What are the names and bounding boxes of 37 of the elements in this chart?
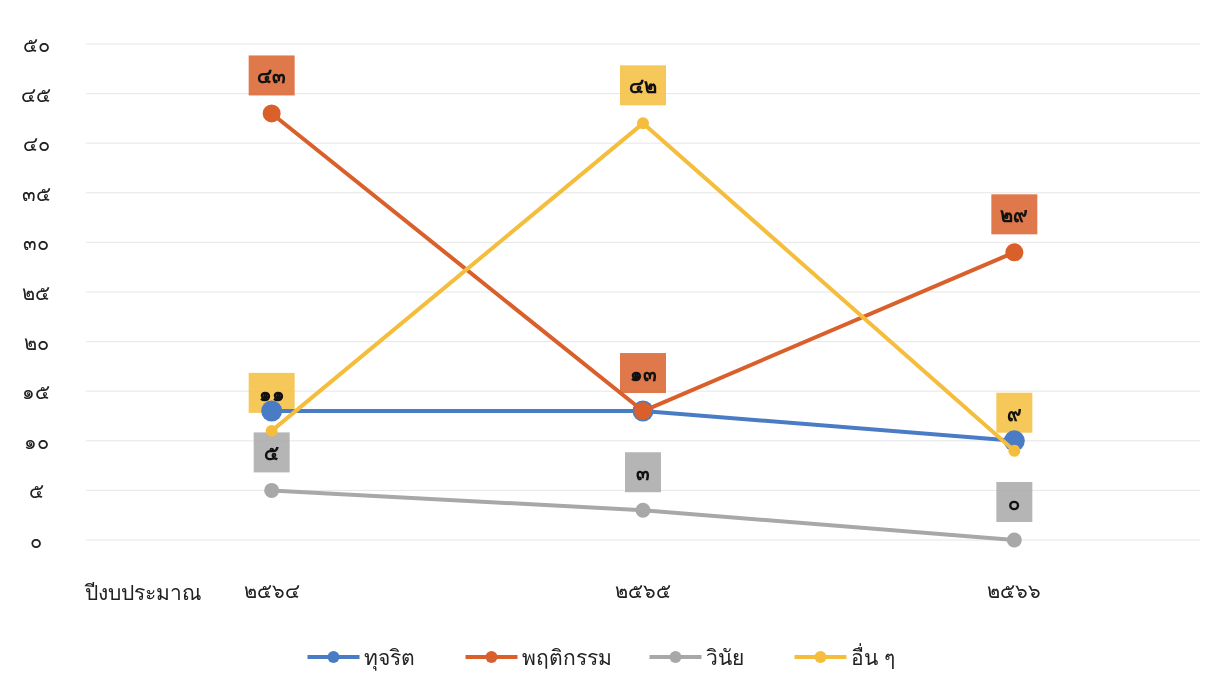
y-tick-label: ๕๐: [22, 33, 50, 57]
y-tick-label: ๓๐: [23, 231, 49, 256]
y-tick-label: ๑๕: [22, 380, 50, 405]
point: [1005, 243, 1024, 262]
x-tick-label: ๒๕๖๔: [243, 579, 300, 603]
legend-label: พฤติกรรม: [521, 646, 612, 670]
x-tick-label: ๒๕๖๖: [987, 579, 1042, 603]
y-tick-label: ๓๕: [21, 181, 51, 206]
legend-label: อื่น ๆ: [850, 643, 896, 670]
point: [1006, 532, 1022, 548]
legend-label: ทุจริต: [363, 646, 415, 671]
legend-label: วินัย: [705, 646, 744, 670]
y-tick-label: ๕: [28, 479, 44, 504]
x-tick-label: ๒๕๖๕: [615, 579, 671, 603]
y-tick-label: ๐: [30, 529, 42, 553]
data-label: ๐: [1008, 491, 1021, 515]
x-axis-title: ปีงบประมาณ: [84, 581, 201, 605]
data-label: ๔๒: [629, 74, 657, 99]
y-tick-label: ๔๐: [22, 132, 50, 157]
point: [262, 104, 281, 123]
data-label: ๔๓: [257, 64, 287, 89]
data-label: ๕: [264, 441, 280, 466]
data-label: ๒๙: [1000, 203, 1029, 228]
data-label: ๓: [636, 461, 650, 486]
data-label: ๑๓: [629, 362, 657, 387]
y-tick-label: ๔๕: [21, 82, 51, 107]
data-label: ๑๑: [258, 381, 285, 406]
point: [635, 502, 651, 518]
point: [265, 424, 278, 437]
point: [637, 117, 649, 130]
point: [1008, 444, 1021, 457]
data-label: ๙: [1006, 401, 1022, 426]
y-tick-label: ๒๕: [22, 281, 50, 305]
y-tick-label: ๑๐: [23, 429, 49, 454]
y-tick-label: ๒๐: [23, 330, 49, 355]
point: [264, 482, 280, 498]
point: [261, 400, 283, 422]
